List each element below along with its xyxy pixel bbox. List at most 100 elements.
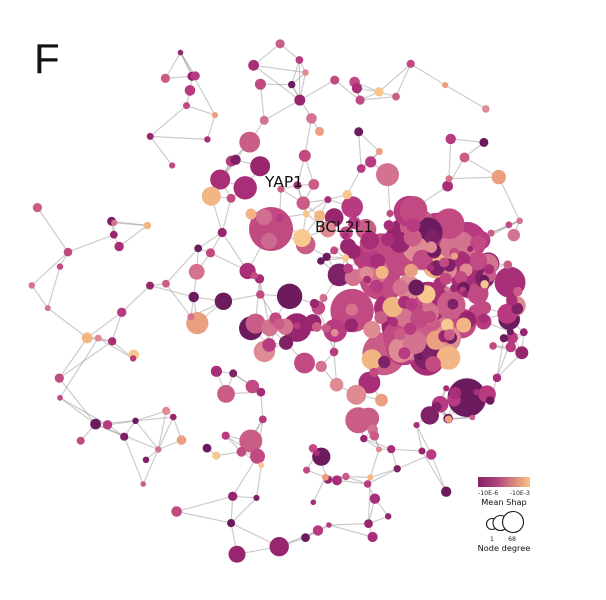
network-edge — [430, 454, 447, 492]
network-node — [345, 243, 361, 259]
network-edge — [304, 118, 313, 156]
network-node — [431, 401, 442, 412]
network-node — [233, 176, 257, 200]
network-node — [256, 290, 265, 299]
network-node — [236, 446, 247, 457]
network-node — [383, 220, 394, 231]
network-node — [505, 221, 513, 229]
network-edge — [299, 79, 335, 101]
network-edge — [135, 410, 167, 422]
network-edge — [111, 312, 123, 342]
network-node — [259, 115, 269, 125]
network-node — [143, 221, 152, 230]
network-node — [269, 537, 289, 557]
network-edge — [121, 285, 151, 313]
network-node — [369, 279, 383, 293]
network-node — [342, 232, 350, 240]
network-node — [374, 87, 384, 97]
network-node — [132, 417, 139, 424]
network-node — [301, 533, 310, 542]
network-node — [489, 342, 497, 350]
network-node — [425, 241, 438, 253]
network-node — [389, 318, 399, 327]
network-edge — [263, 99, 301, 121]
network-node — [308, 179, 320, 190]
gene-label-bcl2l1: BCL2L1 — [315, 218, 373, 236]
network-node — [210, 365, 222, 377]
network-node — [90, 418, 101, 430]
network-node — [376, 163, 399, 187]
network-edge — [378, 63, 412, 93]
network-node — [412, 249, 433, 270]
network-node — [392, 279, 409, 296]
network-edge — [328, 524, 373, 538]
network-edge — [47, 307, 88, 339]
network-node — [406, 59, 415, 68]
network-node — [108, 337, 117, 346]
network-edge — [395, 63, 412, 97]
network-node — [418, 447, 426, 455]
node-degree-max-label: 68 — [508, 536, 516, 543]
network-node — [351, 83, 363, 94]
network-node — [513, 286, 523, 297]
network-node — [342, 189, 352, 200]
network-node — [370, 253, 386, 269]
network-node — [450, 252, 458, 260]
network-edge — [149, 136, 173, 166]
network-node — [356, 164, 366, 173]
network-edge — [58, 340, 113, 379]
network-node — [367, 474, 374, 481]
network-edge — [111, 220, 148, 227]
network-edge — [58, 337, 88, 379]
panel-label: F — [34, 35, 60, 82]
network-node — [450, 284, 458, 293]
network-node — [369, 431, 380, 441]
network-node — [155, 446, 162, 453]
network-edge — [150, 135, 208, 140]
network-node — [109, 230, 118, 239]
network-node — [295, 56, 304, 64]
network-edge — [448, 138, 452, 179]
network-node — [459, 152, 470, 163]
colorbar-title: Mean Shap — [481, 497, 527, 507]
node-degree-title: Node degree — [478, 543, 531, 553]
network-node — [217, 227, 227, 238]
network-node — [321, 473, 329, 481]
network-edge — [346, 168, 362, 195]
network-node — [230, 154, 241, 165]
network-edge — [360, 96, 397, 101]
network-node — [506, 328, 514, 336]
network-node — [162, 279, 170, 288]
network-edge — [123, 436, 144, 485]
network-node — [294, 352, 315, 374]
network-node — [478, 301, 492, 315]
network-edge — [345, 475, 368, 485]
network-node — [367, 531, 378, 543]
network-node — [468, 251, 488, 271]
network-node — [449, 386, 462, 400]
network-node — [436, 346, 461, 370]
network-edge — [496, 338, 505, 378]
network-edge — [328, 523, 369, 526]
network-node — [311, 322, 322, 332]
network-node — [94, 334, 102, 342]
network-edge — [336, 479, 368, 485]
network-node — [426, 449, 437, 460]
network-node — [111, 219, 118, 226]
network-node — [258, 415, 267, 424]
network-node — [76, 436, 85, 445]
network-node — [302, 210, 310, 218]
network-node — [201, 186, 221, 206]
network-node — [177, 49, 184, 56]
network-node — [187, 313, 195, 321]
network-node — [329, 347, 339, 357]
network-node — [306, 113, 317, 124]
network-node — [256, 209, 272, 225]
network-node — [375, 446, 382, 453]
network-edge — [86, 311, 123, 339]
network-node — [482, 105, 490, 113]
network-node — [261, 233, 277, 249]
network-node — [190, 71, 200, 81]
network-node — [315, 126, 324, 136]
